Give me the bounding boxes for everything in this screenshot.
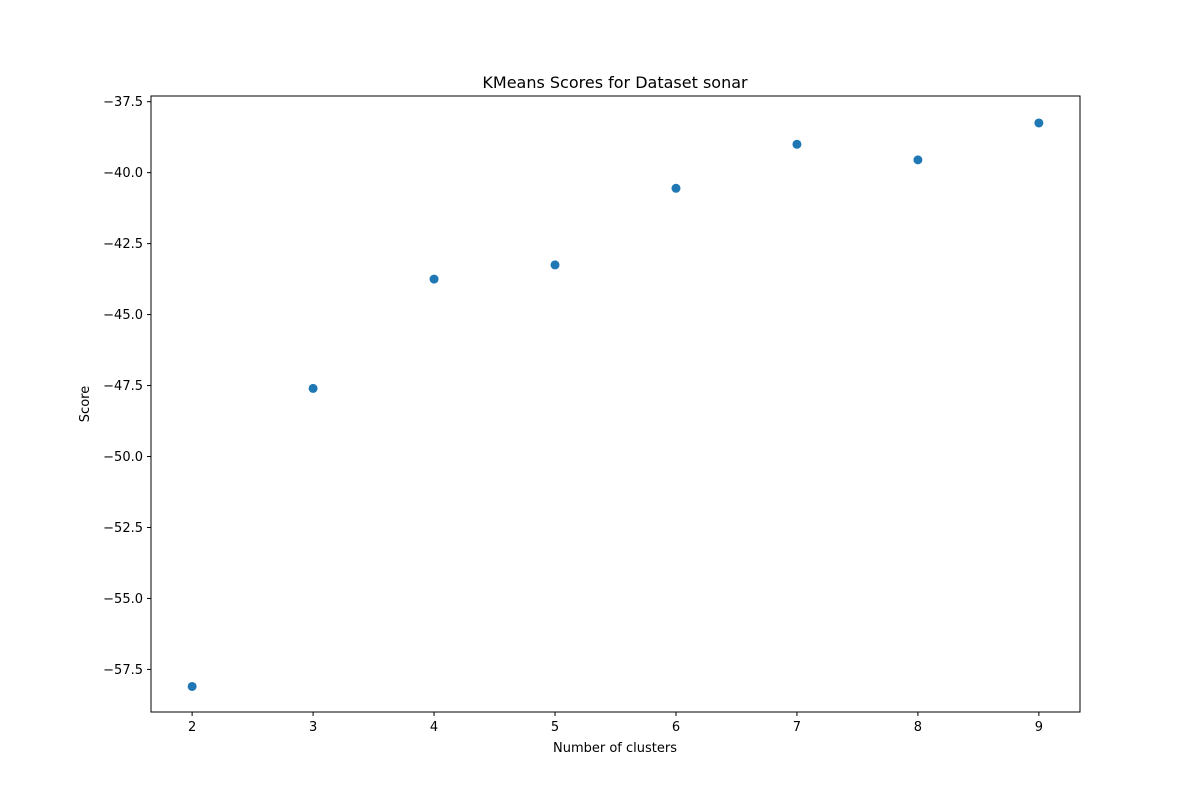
data-point bbox=[913, 155, 923, 165]
x-axis-label: Number of clusters bbox=[553, 741, 677, 756]
y-tick-label: −55.0 bbox=[103, 592, 143, 607]
data-point bbox=[187, 681, 197, 691]
x-tick-label: 6 bbox=[672, 720, 680, 735]
data-point bbox=[550, 260, 560, 270]
x-tick-label: 7 bbox=[793, 720, 801, 735]
x-tick-label: 3 bbox=[309, 720, 317, 735]
y-tick-label: −42.5 bbox=[103, 237, 143, 252]
x-tick-label: 5 bbox=[551, 720, 559, 735]
x-tick-label: 9 bbox=[1035, 720, 1043, 735]
y-tick-label: −47.5 bbox=[103, 379, 143, 394]
data-point bbox=[671, 183, 681, 193]
data-point bbox=[429, 274, 439, 284]
x-axis: 2 3 4 5 6 7 8 9 bbox=[188, 712, 1043, 735]
data-point bbox=[792, 139, 802, 149]
data-points bbox=[187, 118, 1044, 691]
chart-title: KMeans Scores for Dataset sonar bbox=[482, 73, 748, 92]
y-tick-label: −37.5 bbox=[103, 95, 143, 110]
x-tick-label: 2 bbox=[188, 720, 196, 735]
data-point bbox=[1034, 118, 1044, 128]
y-tick-label: −57.5 bbox=[103, 663, 143, 678]
y-tick-label: −45.0 bbox=[103, 308, 143, 323]
y-axis-label: Score bbox=[78, 386, 93, 422]
y-tick-label: −40.0 bbox=[103, 166, 143, 181]
y-tick-label: −50.0 bbox=[103, 450, 143, 465]
plot-area-frame bbox=[150, 95, 1081, 713]
x-tick-label: 8 bbox=[914, 720, 922, 735]
x-tick-label: 4 bbox=[430, 720, 438, 735]
y-tick-label: −52.5 bbox=[103, 521, 143, 536]
data-point bbox=[308, 383, 318, 393]
y-axis: −57.5 −55.0 −52.5 −50.0 −47.5 −45.0 −42.5 −40.0… bbox=[103, 95, 151, 678]
